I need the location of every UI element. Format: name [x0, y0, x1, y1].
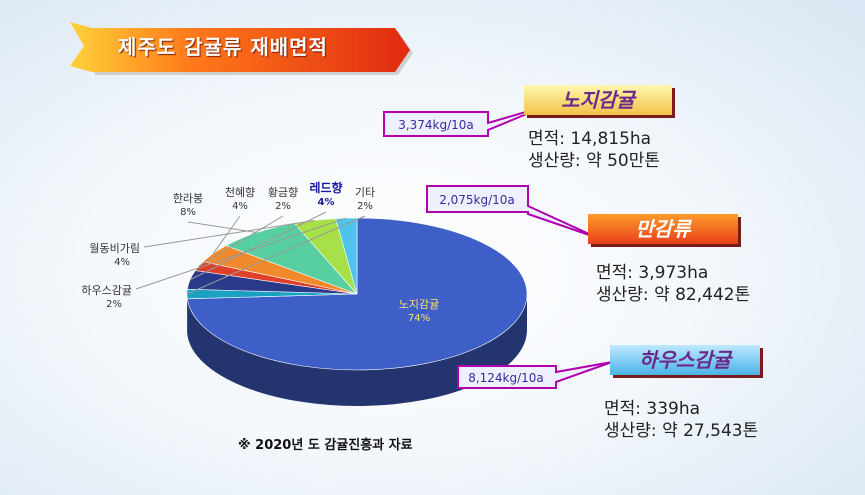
slice-name-한라봉: 한라봉: [173, 192, 203, 205]
leader-line-황금향: [198, 215, 284, 267]
callout-yield-2: 2,075kg/10a: [439, 193, 515, 207]
callout-만감류: 2,075kg/10a: [426, 185, 599, 239]
info-만감류: 면적: 3,973ha 생산량: 약 82,442톤: [596, 263, 751, 305]
slice-name-노지감귤: 노지감귤: [399, 298, 439, 311]
slice-name-월동비가림: 월동비가림: [89, 242, 140, 255]
production-value: 약 82,442톤: [654, 285, 751, 305]
category-banner-하우스감귤: 하우스감귤: [610, 345, 760, 375]
pie-labels: 노지감귤 74% 기타 2% 레드향 4% 황금향 2% 천혜향 4% 한라봉 8% 월동비가림 4% 하우…: [81, 180, 439, 324]
slice-name-천혜향: 천혜향: [225, 185, 255, 199]
pie-top: [186, 217, 528, 371]
slice-name-황금향: 황금향: [268, 186, 298, 199]
leader-line-월동비가림: [143, 219, 315, 248]
slice-name-하우스감귤: 하우스감귤: [81, 283, 132, 297]
production-label: 생산량: [528, 151, 575, 171]
page-title: 제주도 감귤류 재배면적: [118, 35, 328, 59]
pie-sides: [187, 294, 527, 407]
slice-name-기타: 기타: [355, 186, 375, 199]
slice-value-기타: 2%: [357, 201, 373, 212]
area-label: 면적: [596, 263, 628, 283]
leader-line-기타: [186, 215, 366, 295]
category-banner-노지감귤: 노지감귤: [524, 85, 672, 115]
info-노지감귤: 면적: 14,815ha 생산량: 약 50만톤: [528, 129, 661, 171]
leader-line-천혜향: [213, 215, 241, 254]
slice-value-황금향: 2%: [275, 201, 291, 212]
production-label: 생산량: [604, 421, 651, 441]
production-value: 약 27,543톤: [662, 421, 759, 441]
production-value: 약 50만톤: [586, 151, 661, 171]
production-label: 생산량: [596, 285, 643, 305]
area-label: 면적: [604, 399, 636, 419]
callout-yield-3: 8,124kg/10a: [468, 371, 544, 385]
slice-value-하우스감귤: 2%: [106, 299, 122, 310]
area-value: 3,973ha: [638, 263, 709, 283]
callout-yield-1: 3,374kg/10a: [398, 118, 474, 132]
slice-value-노지감귤: 74%: [408, 313, 430, 324]
source-note: ※ 2020년 도 감귤진흥과 자료: [238, 438, 413, 453]
area-value: 339ha: [646, 399, 701, 419]
slice-value-천혜향: 4%: [232, 201, 248, 212]
area-label: 면적: [528, 129, 560, 149]
slice-name-레드향: 레드향: [309, 180, 342, 195]
callout-노지감귤: 3,374kg/10a: [383, 105, 547, 137]
leader-line-레드향: [189, 211, 327, 281]
title-banner: [70, 22, 413, 75]
leader-line-하우스감귤: [135, 217, 347, 290]
slice-value-한라봉: 8%: [180, 207, 196, 218]
slice-value-월동비가림: 4%: [114, 257, 130, 268]
area-value: 14,815ha: [570, 129, 652, 149]
pie-side-노지감귤: [187, 294, 527, 407]
callout-하우스감귤: 8,124kg/10a: [457, 361, 613, 389]
slice-value-레드향: 4%: [318, 197, 335, 208]
info-하우스감귤: 면적: 339ha 생산량: 약 27,543톤: [604, 399, 759, 441]
category-banner-만감류: 만감류: [588, 214, 738, 244]
